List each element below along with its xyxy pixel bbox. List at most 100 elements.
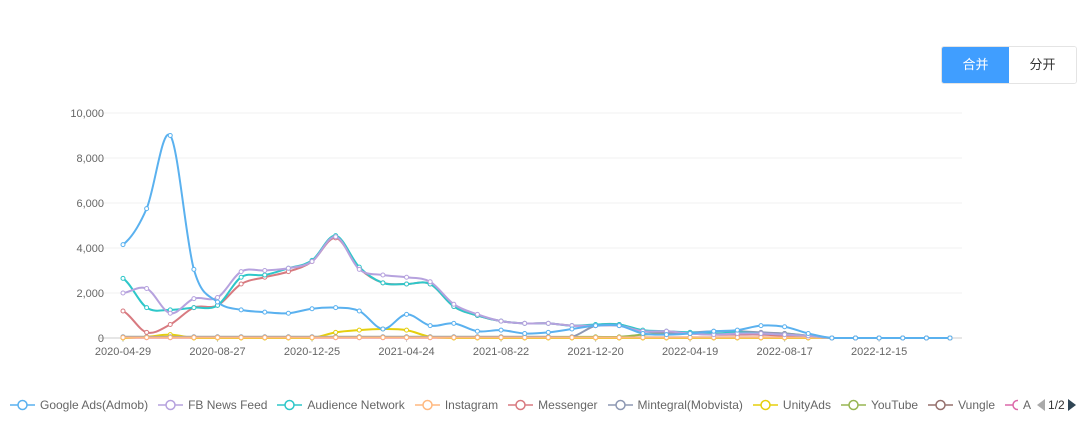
- data-point-audience-network: [404, 281, 410, 287]
- data-point-fb-news-feed: [427, 279, 433, 285]
- data-point-instagram: [238, 335, 244, 341]
- data-point-instagram: [285, 335, 291, 341]
- data-point-google-ads-admob: [522, 331, 528, 336]
- legend-marker-icon: [10, 399, 35, 411]
- legend-item[interactable]: YouTube: [840, 398, 919, 412]
- data-point-google-ads-admob: [285, 310, 291, 316]
- next-page-icon[interactable]: [1067, 399, 1076, 411]
- data-point-google-ads-admob: [120, 242, 126, 248]
- legend-page-text: 1/2: [1048, 398, 1065, 412]
- legend-marker-icon: [1005, 399, 1019, 411]
- x-tick-label: 2022-12-15: [851, 346, 907, 358]
- data-point-google-ads-admob: [782, 324, 788, 330]
- legend-label: Audience Network: [307, 398, 405, 412]
- data-point-instagram: [569, 335, 575, 341]
- legend-label: FB News Feed: [188, 398, 268, 412]
- line-chart: 0 2,000 4,000 6,000 8,000 10,000 2020-04-29 202…: [70, 108, 962, 358]
- data-point-instagram: [309, 335, 315, 341]
- legend-item[interactable]: Messenger: [508, 398, 598, 412]
- data-point-fb-news-feed: [545, 320, 551, 326]
- data-point-unityads: [333, 329, 339, 335]
- y-tick-label: 10,000: [70, 108, 104, 120]
- x-tick-label: 2022-04-19: [662, 346, 718, 358]
- data-point-google-ads-admob: [687, 331, 693, 336]
- data-point-instagram: [687, 335, 693, 341]
- legend-item[interactable]: Instagram: [414, 398, 498, 412]
- legend-pager: 1/2: [1037, 398, 1076, 412]
- legend-label: Mintegral(Mobvista): [637, 398, 743, 412]
- legend-label: A: [1023, 398, 1032, 412]
- data-point-google-ads-admob: [333, 305, 339, 311]
- legend-item[interactable]: FB News Feed: [158, 398, 267, 412]
- view-toggle: 合并 分开: [941, 46, 1077, 84]
- legend-marker-icon: [277, 399, 303, 411]
- data-point-fb-news-feed: [782, 332, 788, 338]
- data-point-google-ads-admob: [356, 308, 362, 314]
- legend: Google Ads(Admob) FB News Feed Audience Ne…: [10, 398, 1076, 412]
- data-point-google-ads-admob: [404, 311, 410, 317]
- x-tick-label: 2020-08-27: [189, 346, 245, 358]
- data-point-audience-network: [380, 280, 386, 286]
- legend-marker-icon: [928, 399, 954, 411]
- series-line-mintegral-mobvista: [122, 322, 950, 340]
- data-point-fb-news-feed: [333, 234, 339, 240]
- data-point-google-ads-admob: [947, 335, 953, 341]
- data-point-instagram: [498, 335, 504, 341]
- data-point-instagram: [333, 335, 339, 341]
- data-point-audience-network: [120, 275, 126, 281]
- legend-label: UnityAds: [782, 398, 831, 412]
- legend-label: YouTube: [870, 398, 919, 412]
- legend-item[interactable]: Mintegral(Mobvista): [607, 398, 743, 412]
- legend-marker-icon: [752, 399, 778, 411]
- legend-item[interactable]: Google Ads(Admob): [10, 398, 148, 412]
- data-point-google-ads-admob: [593, 323, 599, 329]
- data-point-unityads: [404, 327, 410, 333]
- x-tick-label: 2020-04-29: [95, 346, 151, 358]
- data-point-instagram: [144, 335, 150, 341]
- data-point-fb-news-feed: [215, 295, 221, 300]
- data-point-google-ads-admob: [215, 299, 221, 305]
- data-point-instagram: [262, 335, 268, 341]
- data-point-google-ads-admob: [474, 328, 480, 334]
- legend-label: Messenger: [538, 398, 598, 412]
- data-point-fb-news-feed: [474, 311, 480, 317]
- data-point-fb-news-feed: [144, 286, 150, 291]
- data-point-instagram: [356, 335, 362, 341]
- data-point-google-ads-admob: [167, 133, 173, 138]
- legend-item[interactable]: A: [1005, 398, 1031, 412]
- data-point-fb-news-feed: [262, 268, 268, 273]
- data-point-instagram: [640, 335, 646, 341]
- data-point-messenger: [120, 308, 126, 314]
- data-point-audience-network: [238, 274, 244, 280]
- data-point-instagram: [427, 335, 433, 341]
- data-point-google-ads-admob: [900, 335, 906, 341]
- data-point-fb-news-feed: [498, 318, 504, 324]
- split-button[interactable]: 分开: [1009, 47, 1076, 83]
- x-tick-label: 2021-08-22: [473, 346, 529, 358]
- legend-label: Vungle: [958, 398, 996, 412]
- legend-marker-icon: [158, 399, 184, 411]
- y-tick-label: 6,000: [76, 198, 104, 210]
- data-point-unityads: [356, 327, 362, 333]
- prev-page-icon[interactable]: [1037, 399, 1046, 411]
- data-point-google-ads-admob: [663, 332, 669, 338]
- data-point-google-ads-admob: [262, 309, 268, 315]
- data-point-messenger: [144, 329, 150, 335]
- data-point-google-ads-admob: [852, 335, 858, 341]
- legend-item[interactable]: Vungle: [928, 398, 995, 412]
- y-tick-label: 0: [98, 333, 104, 345]
- merge-button[interactable]: 合并: [942, 47, 1009, 83]
- data-point-instagram: [191, 335, 197, 341]
- legend-item[interactable]: Audience Network: [277, 398, 405, 412]
- data-point-google-ads-admob: [711, 328, 717, 334]
- data-point-google-ads-admob: [545, 329, 551, 335]
- data-point-fb-news-feed: [167, 310, 173, 316]
- series-line-google-ads-admob: [122, 133, 950, 340]
- data-point-instagram: [215, 335, 221, 341]
- data-point-google-ads-admob: [640, 331, 646, 336]
- data-point-google-ads-admob: [191, 266, 197, 272]
- data-point-instagram: [616, 335, 622, 341]
- data-point-audience-network: [144, 305, 150, 311]
- legend-item[interactable]: UnityAds: [752, 398, 831, 412]
- data-point-fb-news-feed: [451, 301, 457, 307]
